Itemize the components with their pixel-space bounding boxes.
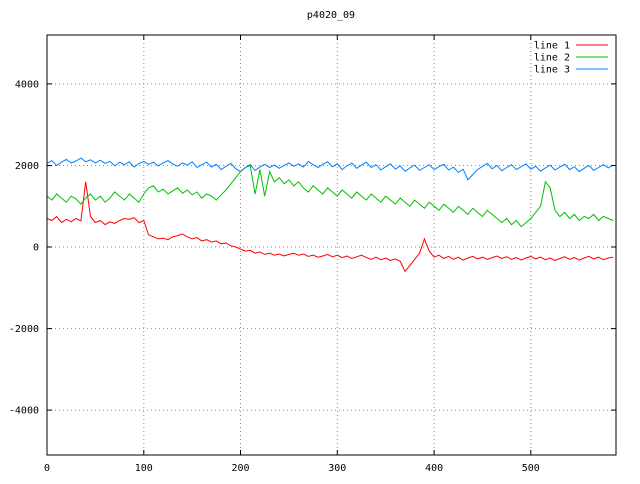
plot-border (46, 34, 617, 456)
series-line-1 (46, 181, 614, 273)
legend-label: line 1 (534, 41, 570, 52)
axis-ticks (46, 35, 616, 455)
x-tick-label: 300 (328, 463, 346, 474)
series-line-3 (46, 157, 614, 181)
x-tick-label: 100 (135, 463, 153, 474)
legend-label: line 3 (534, 65, 570, 76)
chart-title: p4020_09 (307, 10, 355, 21)
y-tick-label: -4000 (9, 406, 39, 417)
x-tick-label: 0 (44, 463, 50, 474)
legend-label: line 2 (534, 53, 570, 64)
y-tick-label: -2000 (9, 324, 39, 335)
x-tick-label: 400 (425, 463, 443, 474)
y-tick-label: 2000 (15, 161, 39, 172)
y-axis-labels: -4000 -2000 0 2000 4000 (9, 79, 39, 416)
y-tick-label: 4000 (15, 79, 39, 90)
y-tick-label: 0 (33, 243, 39, 254)
x-tick-label: 200 (231, 463, 249, 474)
x-tick-label: 500 (522, 463, 540, 474)
x-axis-labels: 0 100 200 300 400 500 (44, 463, 540, 474)
series-line-2 (46, 164, 614, 228)
plot-series (46, 157, 614, 273)
